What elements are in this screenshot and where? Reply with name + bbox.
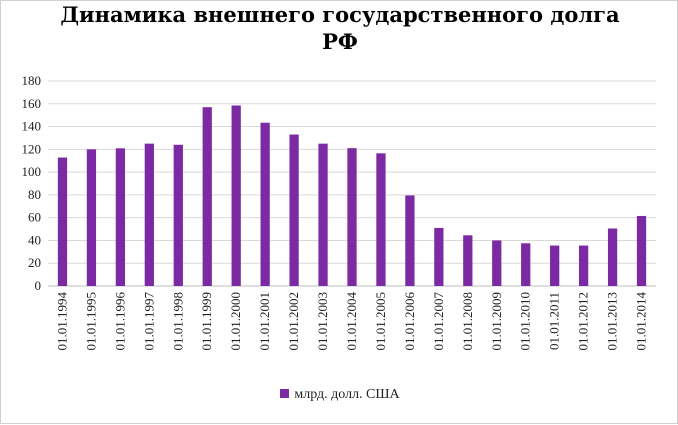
y-tick-label: 180: [22, 73, 42, 88]
x-tick-label: 01.01.2010: [518, 292, 533, 351]
bar: [260, 122, 270, 286]
bar: [202, 107, 212, 286]
bar: [376, 153, 386, 286]
bar: [289, 134, 299, 286]
x-tick-label: 01.01.1999: [199, 292, 214, 351]
x-tick-label: 01.01.2012: [576, 292, 591, 351]
y-tick-label: 80: [28, 187, 41, 202]
y-tick-label: 40: [28, 232, 41, 247]
x-tick-label: 01.01.1997: [141, 292, 156, 351]
x-tick-label: 01.01.2005: [373, 292, 388, 351]
bar: [492, 240, 502, 286]
bar: [636, 215, 647, 286]
x-tick-label: 01.01.1996: [112, 292, 127, 351]
bar: [318, 143, 328, 286]
y-tick-label: 100: [22, 164, 42, 179]
bar: [578, 245, 589, 286]
bar: [550, 245, 560, 286]
y-tick-label: 120: [22, 141, 42, 156]
x-tick-label: 01.01.2001: [257, 292, 272, 351]
bar: [173, 144, 183, 286]
bar: [57, 157, 68, 286]
bar: [463, 235, 473, 286]
legend: млрд. долл. США: [1, 387, 678, 403]
chart-title: Динамика внешнего государственного долга…: [60, 2, 620, 54]
x-tick-label: 01.01.2000: [228, 292, 243, 351]
x-tick-label: 01.01.1994: [54, 292, 69, 351]
y-tick-label: 0: [35, 278, 42, 293]
x-tick-label: 01.01.2003: [315, 292, 330, 351]
x-tick-label: 01.01.2004: [344, 292, 359, 351]
bar: [607, 228, 618, 286]
y-tick-label: 20: [28, 255, 41, 270]
bar: [347, 148, 357, 286]
y-tick-label: 60: [28, 210, 41, 225]
x-tick-label: 01.01.2002: [286, 292, 301, 351]
x-tick-label: 01.01.2013: [605, 292, 620, 351]
x-tick-label: 01.01.2006: [402, 292, 417, 351]
bar: [144, 143, 154, 286]
x-tick-label: 01.01.2009: [489, 292, 504, 351]
bar: [115, 148, 126, 286]
bar: [86, 149, 97, 286]
bar: [521, 243, 531, 286]
x-tick-label: 01.01.2007: [431, 292, 446, 351]
x-tick-label: 01.01.2011: [547, 292, 562, 350]
bar: [405, 195, 415, 286]
legend-label: млрд. долл. США: [294, 387, 400, 402]
legend-swatch: [280, 389, 290, 399]
bar: [231, 105, 241, 286]
x-tick-label: 01.01.2008: [460, 292, 475, 351]
bar: [434, 227, 444, 286]
y-tick-label: 160: [22, 96, 42, 111]
x-tick-label: 01.01.1998: [170, 292, 185, 351]
x-tick-label: 01.01.1995: [83, 292, 98, 351]
y-tick-label: 140: [22, 119, 42, 134]
x-tick-label: 01.01.2014: [634, 292, 649, 351]
